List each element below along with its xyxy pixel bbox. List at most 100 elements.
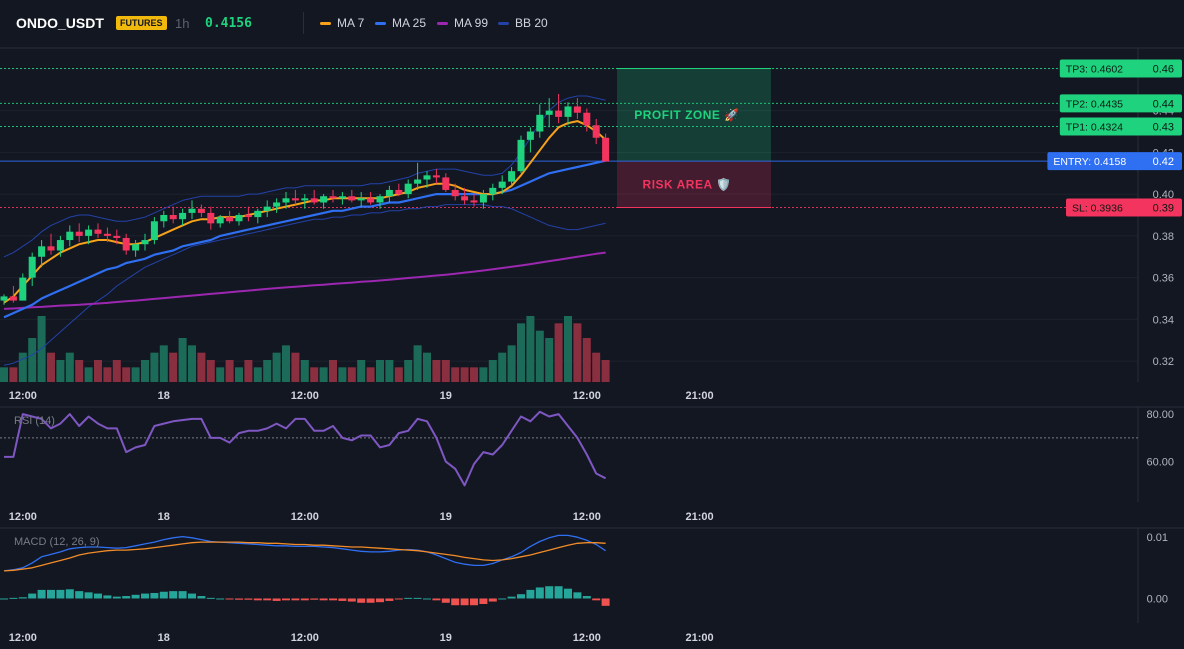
volume-bar — [441, 360, 450, 382]
volume-bar — [291, 352, 300, 382]
volume-bar — [404, 360, 413, 382]
candle-body — [132, 244, 140, 251]
macd-histogram-bar — [507, 596, 516, 599]
macd-histogram-bar — [272, 598, 281, 601]
candle-body — [320, 196, 328, 203]
symbol-name[interactable]: ONDO_USDT — [16, 15, 104, 31]
candle-body — [470, 200, 478, 203]
candle-body — [526, 131, 534, 140]
macd-histogram-bar — [225, 598, 234, 600]
x-axis-tick-label: 18 — [158, 390, 170, 402]
interval-label[interactable]: 1h — [175, 16, 190, 31]
macd-histogram-bar — [517, 594, 525, 599]
legend-bb20[interactable]: BB 20 — [498, 16, 548, 30]
legend-ma7[interactable]: MA 7 — [320, 16, 364, 30]
rsi-line — [4, 410, 607, 487]
volume-bar — [263, 360, 272, 382]
candle-body — [244, 215, 252, 218]
volume-bar — [601, 360, 610, 382]
candle-body — [357, 198, 365, 201]
macd-histogram-bar — [300, 598, 309, 601]
candle-body — [338, 196, 346, 199]
legend-swatch-ma99 — [437, 22, 448, 26]
legend-ma99[interactable]: MA 99 — [437, 16, 488, 30]
candle-body — [56, 240, 64, 251]
macd-histogram-bar — [310, 598, 319, 600]
price-axis-tick-label: 0.32 — [1153, 356, 1174, 368]
level-label: TP2: 0.4435 — [1066, 98, 1123, 110]
volume-bar — [18, 352, 27, 382]
volume-bar — [0, 367, 8, 382]
candle-body — [329, 196, 337, 199]
volume-bar — [319, 367, 328, 382]
x-axis-tick-label: 19 — [440, 511, 452, 523]
candle-body — [385, 189, 393, 197]
volume-bar — [376, 360, 384, 382]
candle-body — [536, 114, 544, 132]
macd-histogram-bar — [535, 587, 544, 599]
macd-histogram-bar — [554, 586, 563, 599]
level-axis-value: 0.42 — [1153, 156, 1174, 168]
legend-ma25[interactable]: MA 25 — [375, 16, 426, 30]
candle-body — [301, 198, 309, 201]
candle-body — [197, 208, 205, 213]
volume-bar — [554, 323, 563, 382]
candle-body — [517, 139, 525, 172]
macd-histogram-bar — [479, 598, 488, 604]
volume-bar — [366, 367, 375, 382]
macd-histogram-bar — [28, 593, 37, 599]
x-axis-tick-label: 12:00 — [573, 390, 601, 402]
candle-body — [564, 106, 572, 117]
candle-body — [461, 196, 469, 201]
volume-bar — [535, 330, 544, 382]
macd-histogram-bar — [9, 597, 18, 599]
macd-histogram-bar — [526, 589, 535, 599]
candle-body — [47, 246, 55, 251]
macd-histogram-bar — [122, 596, 131, 599]
candle-body — [404, 183, 412, 195]
ma25-line — [3, 159, 606, 319]
volume-bar — [47, 352, 55, 382]
macd-histogram-bar — [347, 598, 356, 602]
volume-bar — [507, 345, 516, 382]
price-axis-tick-label: 0.34 — [1153, 314, 1174, 326]
volume-bar — [385, 360, 394, 382]
profit-zone — [617, 68, 771, 162]
level-label: TP3: 0.4602 — [1066, 63, 1123, 75]
legend-label-bb20: BB 20 — [515, 16, 548, 30]
candle-body — [9, 296, 17, 301]
volume-bar — [216, 367, 225, 382]
candle-body — [235, 215, 243, 222]
macd-histogram-bar — [282, 598, 290, 601]
x-axis-tick-label: 18 — [158, 632, 170, 644]
candle-body — [291, 198, 299, 201]
macd-histogram-bar — [582, 596, 591, 599]
volume-bar — [272, 352, 281, 382]
legend-label-ma25: MA 25 — [392, 16, 427, 30]
macd-histogram-bar — [329, 598, 337, 601]
macd-histogram-bar — [432, 598, 441, 601]
volume-bar — [432, 360, 441, 382]
level-tag — [1059, 59, 1182, 78]
macd-histogram-bar — [84, 592, 93, 599]
macd-histogram-bar — [451, 598, 460, 606]
macd-histogram-bar — [206, 597, 215, 599]
volume-bar — [9, 367, 18, 382]
volume-bar — [564, 316, 572, 382]
candle-body — [583, 112, 591, 126]
macd-histogram-bar — [460, 598, 469, 606]
candle-body — [555, 110, 563, 117]
macd-histogram-bar — [376, 598, 384, 603]
macd-histogram-bar — [0, 598, 8, 600]
legend-swatch-bb20 — [498, 22, 509, 26]
volume-bar — [103, 367, 112, 382]
macd-histogram-bar — [37, 589, 46, 599]
macd-histogram-bar — [94, 593, 102, 599]
candle-body — [254, 210, 262, 218]
candle-body — [85, 229, 93, 236]
macd-signal-line — [3, 541, 606, 572]
macd-histogram-bar — [573, 592, 582, 599]
volume-bar — [300, 360, 309, 382]
candle-body — [28, 256, 36, 278]
